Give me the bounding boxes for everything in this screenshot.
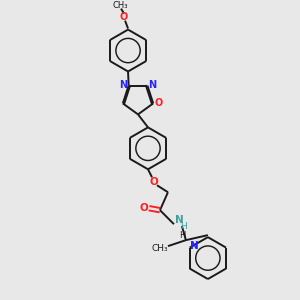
Text: H: H xyxy=(181,222,187,231)
Text: N: N xyxy=(175,215,183,225)
Text: O: O xyxy=(140,203,148,213)
Text: N: N xyxy=(148,80,157,89)
Text: CH₃: CH₃ xyxy=(112,1,128,10)
Text: O: O xyxy=(150,177,158,187)
Text: N: N xyxy=(120,80,128,89)
Text: O: O xyxy=(120,12,128,22)
Text: CH₃: CH₃ xyxy=(152,244,168,253)
Text: H: H xyxy=(179,231,185,240)
Text: O: O xyxy=(154,98,162,108)
Text: N: N xyxy=(190,241,199,250)
